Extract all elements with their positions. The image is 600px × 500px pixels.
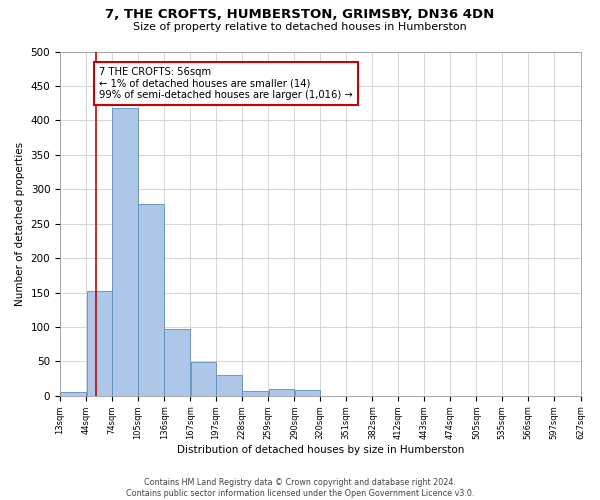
Bar: [112, 108, 137, 396]
Bar: [242, 391, 268, 396]
Bar: [269, 389, 294, 396]
Bar: [191, 362, 216, 396]
Bar: [164, 329, 190, 396]
Bar: [216, 375, 242, 396]
X-axis label: Distribution of detached houses by size in Humberston: Distribution of detached houses by size …: [176, 445, 464, 455]
Bar: [295, 390, 320, 396]
Text: Contains HM Land Registry data © Crown copyright and database right 2024.
Contai: Contains HM Land Registry data © Crown c…: [126, 478, 474, 498]
Text: Size of property relative to detached houses in Humberston: Size of property relative to detached ho…: [133, 22, 467, 32]
Bar: [61, 392, 86, 396]
Bar: [86, 291, 112, 396]
Y-axis label: Number of detached properties: Number of detached properties: [15, 142, 25, 306]
Text: 7, THE CROFTS, HUMBERSTON, GRIMSBY, DN36 4DN: 7, THE CROFTS, HUMBERSTON, GRIMSBY, DN36…: [106, 8, 494, 20]
Text: 7 THE CROFTS: 56sqm
← 1% of detached houses are smaller (14)
99% of semi-detache: 7 THE CROFTS: 56sqm ← 1% of detached hou…: [99, 66, 353, 100]
Bar: [138, 204, 164, 396]
